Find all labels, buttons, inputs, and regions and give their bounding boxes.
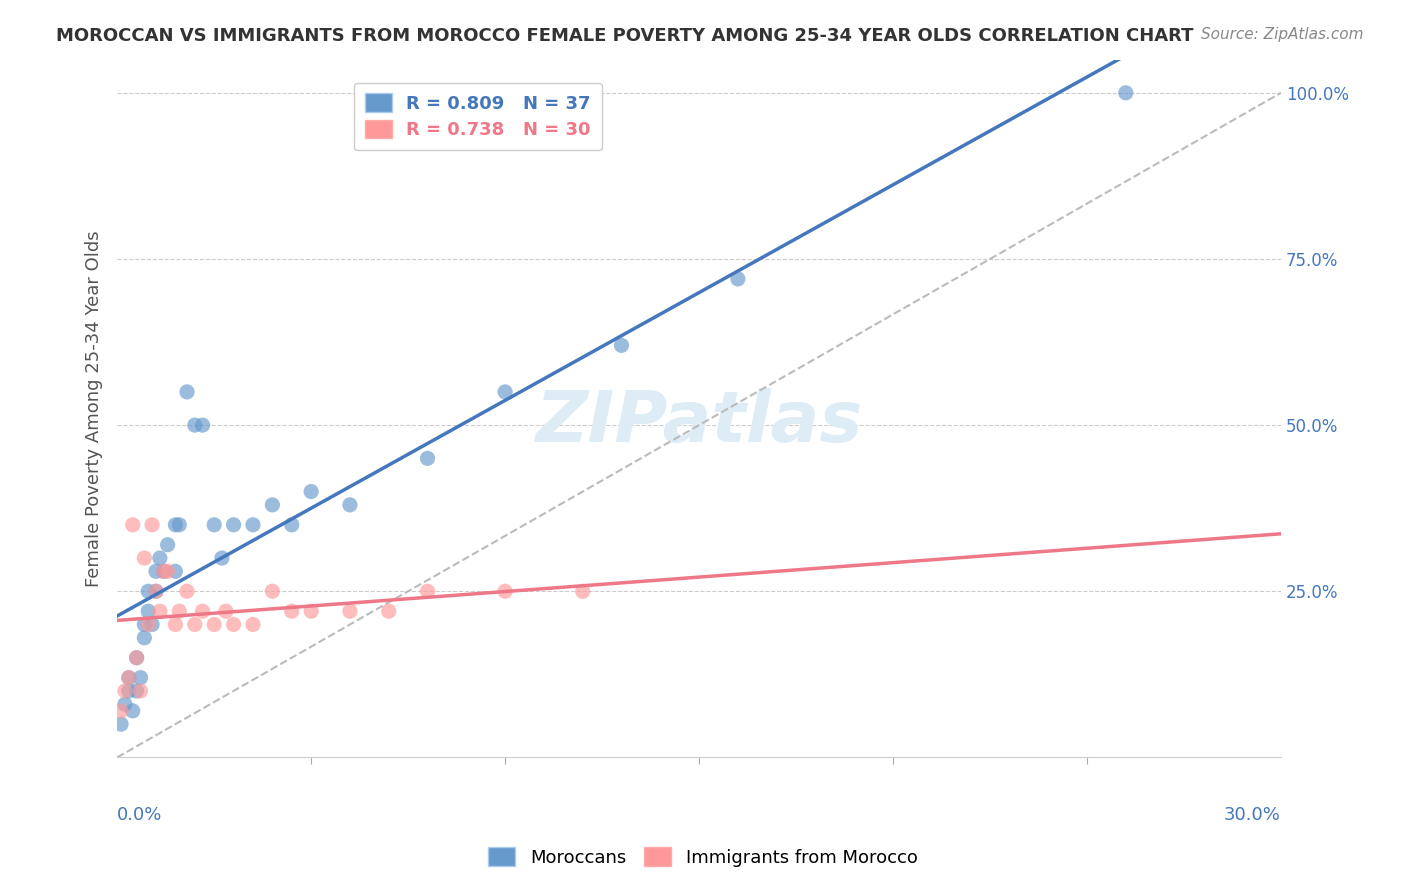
- Point: [141, 517, 163, 532]
- Point: [727, 272, 749, 286]
- Text: 0.0%: 0.0%: [117, 806, 163, 824]
- Point: [215, 604, 238, 618]
- Point: [281, 604, 304, 618]
- Point: [610, 338, 633, 352]
- Point: [176, 384, 198, 399]
- Point: [242, 617, 264, 632]
- Point: [121, 704, 143, 718]
- Text: ZIPatlas: ZIPatlas: [536, 388, 863, 457]
- Point: [202, 617, 225, 632]
- Point: [134, 551, 156, 566]
- Text: Source: ZipAtlas.com: Source: ZipAtlas.com: [1201, 27, 1364, 42]
- Point: [416, 451, 439, 466]
- Point: [494, 384, 516, 399]
- Point: [167, 517, 190, 532]
- Point: [149, 551, 172, 566]
- Legend: R = 0.809   N = 37, R = 0.738   N = 30: R = 0.809 N = 37, R = 0.738 N = 30: [354, 83, 602, 150]
- Point: [114, 684, 136, 698]
- Point: [156, 564, 179, 578]
- Point: [242, 517, 264, 532]
- Point: [222, 617, 245, 632]
- Point: [118, 671, 141, 685]
- Point: [191, 418, 214, 433]
- Legend: Moroccans, Immigrants from Morocco: Moroccans, Immigrants from Morocco: [481, 840, 925, 874]
- Point: [176, 584, 198, 599]
- Point: [339, 498, 361, 512]
- Point: [299, 604, 322, 618]
- Point: [136, 604, 159, 618]
- Point: [262, 498, 284, 512]
- Point: [118, 671, 141, 685]
- Point: [110, 717, 132, 731]
- Point: [494, 584, 516, 599]
- Point: [571, 584, 593, 599]
- Y-axis label: Female Poverty Among 25-34 Year Olds: Female Poverty Among 25-34 Year Olds: [86, 230, 103, 587]
- Point: [118, 684, 141, 698]
- Point: [165, 564, 187, 578]
- Point: [184, 418, 207, 433]
- Point: [184, 617, 207, 632]
- Point: [145, 564, 167, 578]
- Point: [149, 604, 172, 618]
- Point: [281, 517, 304, 532]
- Point: [125, 684, 148, 698]
- Point: [129, 671, 152, 685]
- Point: [339, 604, 361, 618]
- Point: [110, 704, 132, 718]
- Point: [377, 604, 399, 618]
- Point: [129, 684, 152, 698]
- Point: [125, 650, 148, 665]
- Point: [152, 564, 174, 578]
- Point: [125, 650, 148, 665]
- Text: 30.0%: 30.0%: [1225, 806, 1281, 824]
- Point: [165, 517, 187, 532]
- Point: [136, 617, 159, 632]
- Point: [262, 584, 284, 599]
- Point: [121, 517, 143, 532]
- Point: [145, 584, 167, 599]
- Point: [134, 617, 156, 632]
- Point: [1115, 86, 1137, 100]
- Point: [156, 538, 179, 552]
- Point: [165, 617, 187, 632]
- Text: MOROCCAN VS IMMIGRANTS FROM MOROCCO FEMALE POVERTY AMONG 25-34 YEAR OLDS CORRELA: MOROCCAN VS IMMIGRANTS FROM MOROCCO FEMA…: [56, 27, 1194, 45]
- Point: [202, 517, 225, 532]
- Point: [145, 584, 167, 599]
- Point: [191, 604, 214, 618]
- Point: [167, 604, 190, 618]
- Point: [114, 698, 136, 712]
- Point: [416, 584, 439, 599]
- Point: [222, 517, 245, 532]
- Point: [299, 484, 322, 499]
- Point: [211, 551, 233, 566]
- Point: [136, 584, 159, 599]
- Point: [152, 564, 174, 578]
- Point: [141, 617, 163, 632]
- Point: [134, 631, 156, 645]
